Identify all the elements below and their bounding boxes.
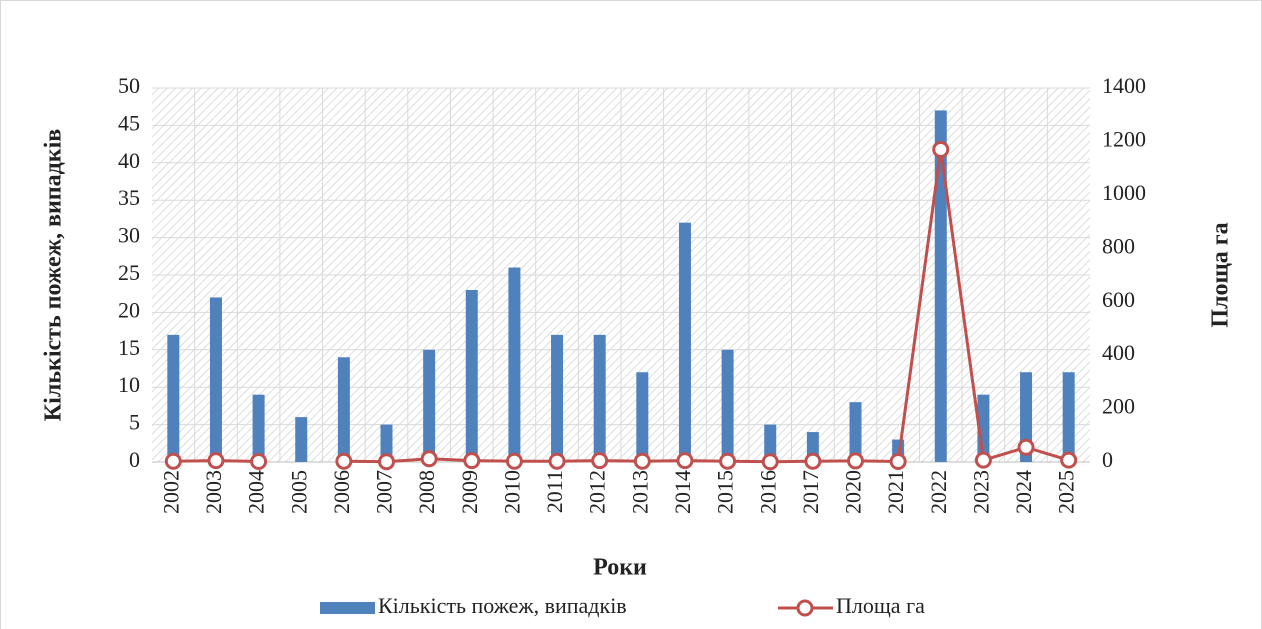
line-marker [335,452,353,470]
y2-tick-label: 1200 [1102,126,1146,151]
line-marker [591,452,609,470]
x-tick-label: 2021 [883,470,908,514]
y-tick-label: 40 [118,148,140,173]
x-tick-label: 2024 [1011,470,1036,514]
x-axis-title: Роки [593,555,647,581]
line-marker [1017,438,1035,456]
bar [465,289,478,462]
y-tick-label: 0 [129,447,140,472]
x-tick-label: 2014 [670,470,695,514]
x-tick-label: 2007 [372,470,397,514]
line-marker [719,452,737,470]
line-marker [676,452,694,470]
line-marker [378,453,395,471]
bar [849,402,862,462]
legend-label: Кількість пожеж, випадків [378,593,627,618]
y-tick-label: 50 [118,73,140,98]
x-tick-label: 2006 [329,470,354,514]
line-marker [463,452,481,470]
bar [1062,372,1075,462]
x-tick-label: 2017 [798,470,823,514]
y2-tick-label: 1000 [1102,180,1146,205]
bar [508,267,521,462]
bar [295,417,308,462]
x-tick-label: 2005 [286,470,311,514]
line-marker [1060,451,1078,469]
y-tick-label: 10 [118,372,140,397]
x-tick-label: 2016 [755,470,780,514]
bar [1020,372,1033,462]
bar [551,334,564,462]
line-marker [633,452,651,470]
y-tick-label: 5 [129,410,140,435]
y-tick-label: 20 [118,297,140,322]
bar [380,424,393,462]
bar [209,297,222,462]
y-tick-label: 35 [118,185,140,210]
y2-tick-label: 200 [1102,394,1135,419]
bar [423,349,436,462]
x-tick-label: 2010 [499,470,524,514]
x-tick-label: 2013 [627,470,652,514]
bar [337,357,350,462]
x-tick-label: 2009 [457,470,482,514]
bar [593,334,606,462]
x-tick-label: 2012 [585,470,610,514]
x-tick-label: 2002 [158,470,183,514]
y-axis-title: Кількість пожеж, випадків [41,129,67,421]
x-tick-label: 2023 [968,470,993,514]
line-marker [974,451,992,469]
x-tick-label: 2022 [926,470,951,514]
y-tick-label: 45 [118,110,140,135]
legend-label: Площа га [836,593,925,618]
bar [764,424,777,462]
line-marker [250,452,268,470]
legend-marker [796,599,814,617]
line-marker [761,453,779,471]
x-tick-label: 2004 [244,470,269,514]
y-tick-label: 30 [118,223,140,248]
line-marker [420,450,438,468]
y2-tick-label: 0 [1102,447,1113,472]
x-tick-label: 2011 [542,470,567,513]
line-marker [207,452,225,470]
legend-swatch [320,602,375,614]
line-marker [932,140,950,158]
bar [252,394,265,462]
y2-tick-label: 600 [1102,287,1135,312]
line-marker [847,452,864,470]
line-marker [164,452,182,470]
bar [678,222,691,462]
y2-tick-label: 1400 [1102,73,1146,98]
y-tick-label: 25 [118,260,140,285]
x-tick-label: 2008 [414,470,439,514]
y2-tick-label: 800 [1102,233,1135,258]
x-tick-label: 2003 [201,470,226,514]
x-tick-label: 2015 [713,470,738,514]
bar [934,110,947,462]
line-marker [889,452,907,470]
bar [636,372,649,462]
bar [167,334,180,462]
x-tick-label: 2020 [841,470,866,514]
y-tick-label: 15 [118,335,140,360]
line-marker [804,452,822,470]
bar [721,349,734,462]
y2-tick-label: 400 [1102,340,1135,365]
y2-axis-title: Площа га [1208,222,1234,327]
line-marker [548,452,566,470]
line-marker [505,452,523,470]
x-tick-label: 2025 [1054,470,1079,514]
